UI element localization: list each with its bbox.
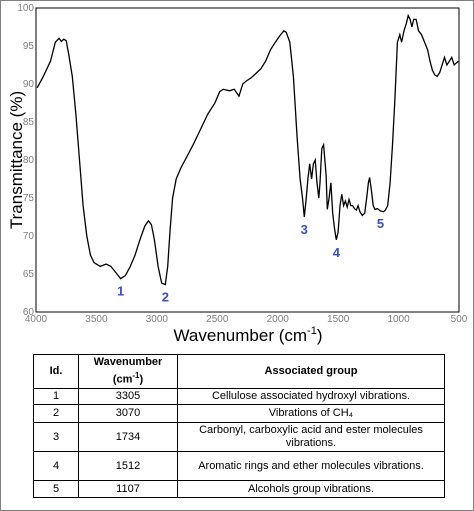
y-tick-label: 85: [23, 117, 35, 128]
cell-id: 2: [33, 404, 79, 423]
y-tick-label: 95: [23, 41, 35, 52]
peak-label-5: 5: [377, 216, 384, 231]
y-tick-label: 80: [23, 155, 35, 166]
x-tick-label: 2000: [267, 314, 290, 325]
y-tick-label: 90: [23, 79, 35, 90]
table-row: 4 1512 Aromatic rings and ether molecule…: [33, 451, 445, 481]
cell-wavenumber: 1107: [78, 480, 178, 498]
table-row: 1 3305 Cellulose associated hydroxyl vib…: [33, 388, 445, 405]
peak-label-4: 4: [333, 245, 341, 260]
cell-group: Alcohols group vibrations.: [177, 480, 445, 498]
y-tick-label: 75: [23, 193, 35, 204]
x-tick-label: 500: [451, 314, 468, 325]
cell-wavenumber: 3305: [78, 388, 178, 405]
functional-group-table: Id. Wavenumber (cm-1) Associated group 1 …: [33, 354, 445, 498]
cell-id: 1: [33, 388, 79, 405]
y-tick-label: 100: [17, 3, 34, 14]
cell-id: 4: [33, 451, 79, 481]
y-axis-title: Transmittance (%): [7, 91, 26, 229]
table-row: 5 1107 Alcohols group vibrations.: [33, 480, 445, 498]
cell-group: Aromatic rings and ether molecules vibra…: [177, 451, 445, 481]
cell-wavenumber: 3070: [78, 404, 178, 423]
cell-wavenumber: 1512: [78, 451, 178, 481]
peak-label-1: 1: [117, 284, 124, 299]
cell-group: Carbonyl, carboxylic acid and ester mole…: [177, 422, 445, 452]
header-id: Id.: [33, 354, 79, 389]
peak-label-3: 3: [301, 222, 308, 237]
table-header-row: Id. Wavenumber (cm-1) Associated group: [33, 354, 445, 389]
x-axis-title: Wavenumber (cm-1): [174, 325, 323, 345]
x-tick-label: 1000: [387, 314, 410, 325]
x-tick-label: 2500: [206, 314, 229, 325]
cell-id: 5: [33, 480, 79, 498]
y-tick-label: 70: [23, 231, 35, 242]
x-tick-label: 1500: [327, 314, 350, 325]
cell-group: Cellulose associated hydroxyl vibrations…: [177, 388, 445, 405]
header-wavenumber: Wavenumber (cm-1): [78, 354, 178, 389]
x-tick-label: 4000: [25, 314, 48, 325]
transmittance-line: [36, 13, 459, 286]
x-tick-label: 3500: [85, 314, 108, 325]
y-tick-label: 60: [23, 307, 35, 318]
cell-group: Vibrations of CH₄: [177, 404, 445, 423]
cell-id: 3: [33, 422, 79, 452]
table-row: 2 3070 Vibrations of CH₄: [33, 404, 445, 423]
peak-label-2: 2: [162, 290, 169, 305]
plot-area: [35, 7, 460, 313]
x-tick-label: 3000: [146, 314, 169, 325]
cell-wavenumber: 1734: [78, 422, 178, 452]
header-associated-group: Associated group: [177, 354, 445, 389]
y-tick-label: 65: [23, 269, 35, 280]
table-row: 3 1734 Carbonyl, carboxylic acid and est…: [33, 422, 445, 452]
